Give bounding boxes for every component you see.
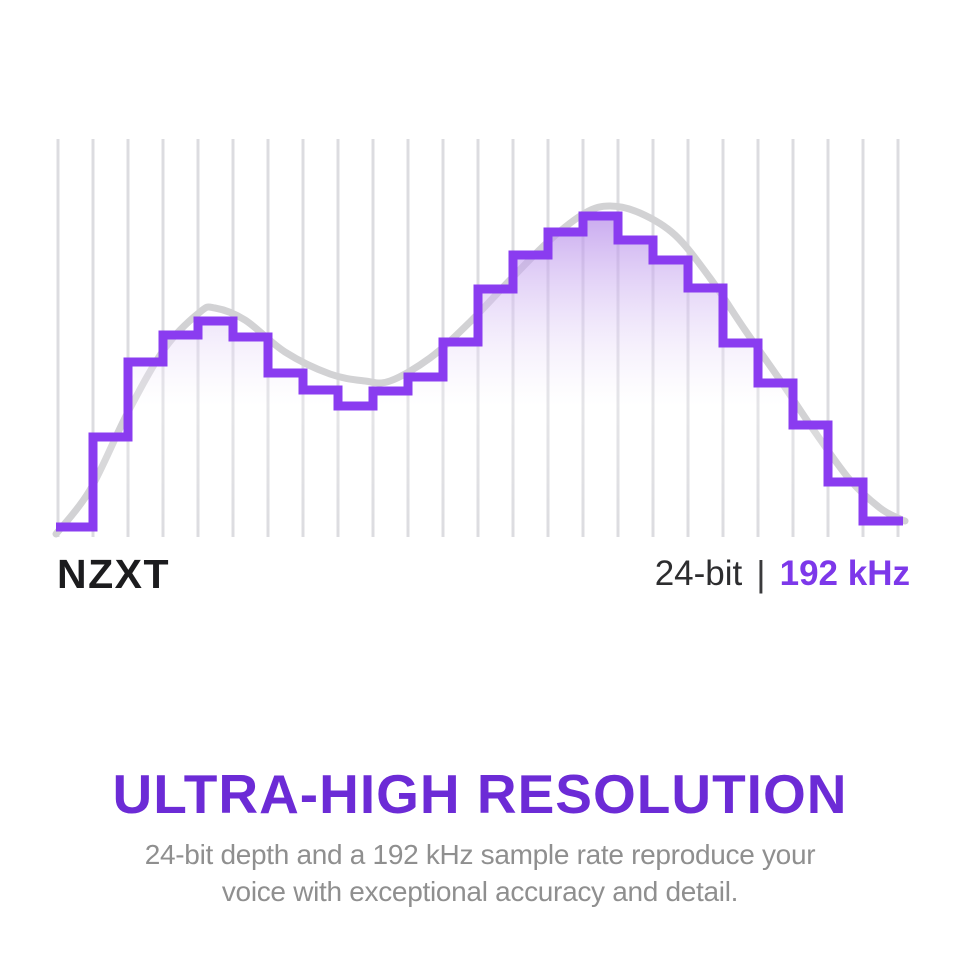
subtitle-line-2: voice with exceptional accuracy and deta…	[221, 876, 739, 907]
waveform-svg	[52, 139, 909, 538]
spec-separator: |	[756, 553, 766, 594]
subtitle-line-1: 24-bit depth and a 192 kHz sample rate r…	[144, 839, 816, 870]
nzxt-logo: NZXT	[57, 551, 171, 597]
headline-subtitle: 24-bit depth and a 192 kHz sample rate r…	[0, 836, 960, 910]
headline-title: ULTRA-HIGH RESOLUTION	[112, 763, 848, 825]
sample-area-fill	[56, 216, 903, 537]
analog-wave-curve	[52, 202, 909, 538]
sample-staircase-line	[56, 211, 903, 532]
spec-badge: 24-bit | 192 kHz	[655, 551, 910, 596]
bit-depth-label: 24-bit	[654, 554, 743, 593]
sampling-chart	[52, 139, 909, 538]
sample-rate-label: 192 kHz	[779, 554, 910, 593]
